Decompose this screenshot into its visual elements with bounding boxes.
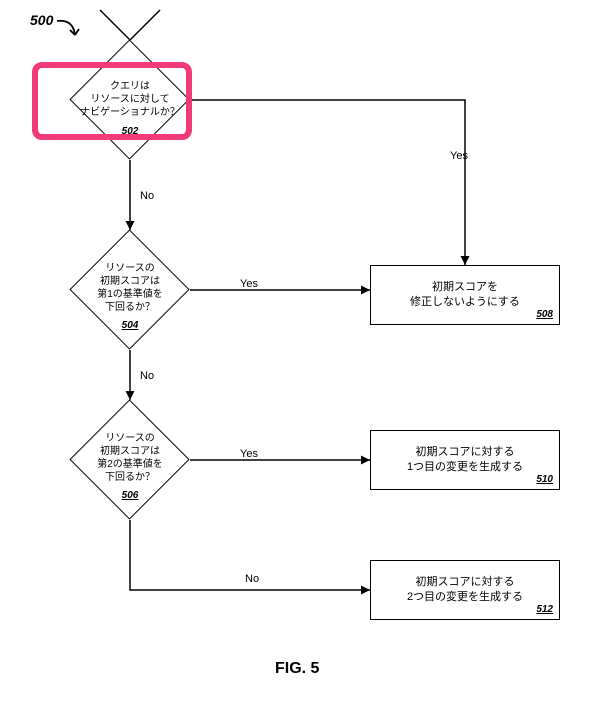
figure-ref-label: 500 <box>30 12 53 28</box>
decision-506-line2: 初期スコアは <box>100 446 160 457</box>
process-510: 初期スコアに対する 1つ目の変更を生成する 510 <box>370 430 560 490</box>
decision-506-ref: 506 <box>70 490 190 501</box>
process-508-ref: 508 <box>536 308 553 322</box>
process-510-line1: 初期スコアに対する <box>416 446 515 458</box>
process-512-line2: 2つ目の変更を生成する <box>407 591 523 603</box>
decision-504-line3: 第1の基準値を <box>97 289 163 300</box>
edge-504-no-label: No <box>140 370 154 382</box>
process-508-line2: 修正しないようにする <box>410 296 520 308</box>
edge-506-no-label: No <box>245 573 259 585</box>
decision-506-line4: 下回るか？ <box>105 472 155 483</box>
highlight-box <box>32 62 192 140</box>
decision-504-line2: 初期スコアは <box>100 276 160 287</box>
process-512-line1: 初期スコアに対する <box>416 576 515 588</box>
process-508: 初期スコアを 修正しないようにする 508 <box>370 265 560 325</box>
process-510-line2: 1つ目の変更を生成する <box>407 461 523 473</box>
process-512-ref: 512 <box>536 603 553 617</box>
edge-504-yes-label: Yes <box>240 278 258 290</box>
process-508-line1: 初期スコアを <box>432 281 498 293</box>
edge-506-yes-label: Yes <box>240 448 258 460</box>
decision-504-line4: 下回るか？ <box>105 302 155 313</box>
decision-504-line1: リソースの <box>105 263 155 274</box>
edge-502-yes-label: Yes <box>450 150 468 162</box>
decision-506: リソースの 初期スコアは 第2の基準値を 下回るか？ 506 <box>70 400 190 520</box>
decision-506-line1: リソースの <box>105 433 155 444</box>
decision-506-line3: 第2の基準値を <box>97 459 163 470</box>
process-510-ref: 510 <box>536 473 553 487</box>
figure-caption: FIG. 5 <box>275 660 319 678</box>
edge-502-no-label: No <box>140 190 154 202</box>
decision-504-ref: 504 <box>70 320 190 331</box>
process-512: 初期スコアに対する 2つ目の変更を生成する 512 <box>370 560 560 620</box>
decision-504: リソースの 初期スコアは 第1の基準値を 下回るか？ 504 <box>70 230 190 350</box>
flowchart-canvas: 500 クエリは リソースに対して ナビゲーショナルか？ <box>0 0 600 710</box>
